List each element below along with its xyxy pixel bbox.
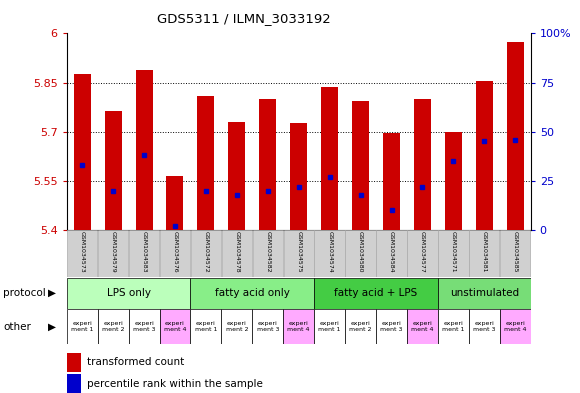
- Text: experi
ment 3: experi ment 3: [256, 321, 279, 332]
- Text: GSM1034578: GSM1034578: [234, 231, 240, 273]
- Text: experi
ment 3: experi ment 3: [133, 321, 155, 332]
- Text: experi
ment 1: experi ment 1: [71, 321, 93, 332]
- Text: GSM1034585: GSM1034585: [513, 231, 518, 273]
- Text: experi
ment 4: experi ment 4: [288, 321, 310, 332]
- Text: GSM1034579: GSM1034579: [111, 231, 115, 273]
- Bar: [166, 176, 183, 230]
- Text: GSM1034577: GSM1034577: [420, 231, 425, 273]
- Bar: [160, 309, 190, 344]
- Bar: [191, 230, 221, 277]
- Text: GSM1034583: GSM1034583: [142, 231, 147, 273]
- Bar: [352, 101, 369, 230]
- Text: experi
ment 2: experi ment 2: [349, 321, 372, 332]
- Text: GSM1034580: GSM1034580: [358, 231, 363, 273]
- Text: experi
ment 3: experi ment 3: [473, 321, 495, 332]
- Bar: [438, 230, 469, 277]
- Bar: [197, 95, 215, 230]
- Bar: [283, 309, 314, 344]
- Bar: [190, 309, 222, 344]
- Bar: [104, 111, 122, 230]
- Text: experi
ment 2: experi ment 2: [226, 321, 248, 332]
- Text: experi
ment 1: experi ment 1: [442, 321, 465, 332]
- Text: experi
ment 4: experi ment 4: [504, 321, 527, 332]
- Bar: [284, 230, 314, 277]
- Bar: [98, 230, 128, 277]
- Bar: [500, 230, 530, 277]
- Bar: [97, 309, 129, 344]
- Bar: [253, 230, 283, 277]
- Text: GSM1034584: GSM1034584: [389, 231, 394, 273]
- Text: experi
ment 4: experi ment 4: [164, 321, 186, 332]
- Text: experi
ment 1: experi ment 1: [318, 321, 341, 332]
- Bar: [67, 230, 97, 277]
- Bar: [314, 309, 345, 344]
- Bar: [67, 309, 97, 344]
- Bar: [259, 99, 276, 230]
- Bar: [290, 123, 307, 230]
- Text: experi
ment 4: experi ment 4: [411, 321, 434, 332]
- Bar: [507, 42, 524, 230]
- Text: GDS5311 / ILMN_3033192: GDS5311 / ILMN_3033192: [157, 12, 331, 25]
- Text: GSM1034582: GSM1034582: [265, 231, 270, 273]
- Text: GSM1034573: GSM1034573: [79, 231, 85, 273]
- Text: GSM1034581: GSM1034581: [482, 231, 487, 273]
- Text: fatty acid only: fatty acid only: [215, 288, 290, 298]
- Bar: [500, 309, 531, 344]
- Bar: [438, 278, 531, 309]
- Text: GSM1034574: GSM1034574: [327, 231, 332, 273]
- Bar: [321, 87, 338, 230]
- Bar: [469, 230, 499, 277]
- Text: experi
ment 2: experi ment 2: [102, 321, 124, 332]
- Text: other: other: [3, 322, 31, 332]
- Bar: [129, 309, 160, 344]
- Bar: [438, 309, 469, 344]
- Bar: [445, 132, 462, 230]
- Text: GSM1034575: GSM1034575: [296, 231, 301, 273]
- Bar: [67, 353, 81, 372]
- Bar: [469, 309, 500, 344]
- Bar: [229, 122, 245, 230]
- Bar: [314, 278, 438, 309]
- Bar: [314, 230, 345, 277]
- Bar: [252, 309, 283, 344]
- Bar: [414, 99, 431, 230]
- Text: unstimulated: unstimulated: [450, 288, 519, 298]
- Bar: [383, 133, 400, 230]
- Bar: [136, 70, 153, 230]
- Text: protocol: protocol: [3, 288, 46, 298]
- Text: transformed count: transformed count: [87, 357, 184, 367]
- Bar: [160, 230, 190, 277]
- Bar: [222, 230, 252, 277]
- Text: GSM1034576: GSM1034576: [172, 231, 177, 273]
- Text: ▶: ▶: [48, 288, 56, 298]
- Text: percentile rank within the sample: percentile rank within the sample: [87, 378, 263, 389]
- Bar: [376, 309, 407, 344]
- Bar: [346, 230, 376, 277]
- Bar: [476, 81, 493, 230]
- Bar: [407, 309, 438, 344]
- Bar: [67, 278, 190, 309]
- Text: experi
ment 1: experi ment 1: [195, 321, 217, 332]
- Text: experi
ment 3: experi ment 3: [380, 321, 403, 332]
- Text: LPS only: LPS only: [107, 288, 151, 298]
- Bar: [376, 230, 407, 277]
- Bar: [222, 309, 252, 344]
- Bar: [407, 230, 437, 277]
- Bar: [74, 74, 90, 230]
- Text: fatty acid + LPS: fatty acid + LPS: [335, 288, 418, 298]
- Bar: [190, 278, 314, 309]
- Bar: [129, 230, 159, 277]
- Text: GSM1034571: GSM1034571: [451, 231, 456, 273]
- Bar: [67, 374, 81, 393]
- Text: GSM1034572: GSM1034572: [204, 231, 208, 273]
- Bar: [345, 309, 376, 344]
- Text: ▶: ▶: [48, 322, 56, 332]
